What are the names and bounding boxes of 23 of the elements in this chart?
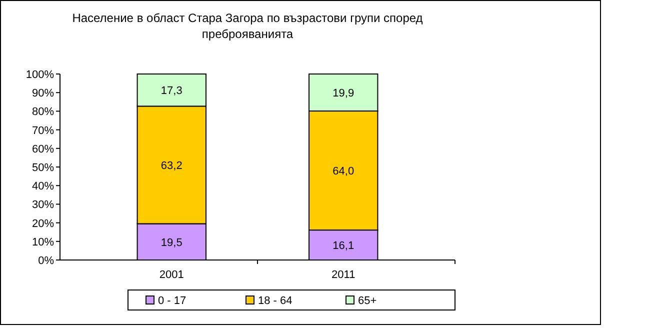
y-tick-label: 10% xyxy=(32,236,54,248)
x-tick-label: 2001 xyxy=(159,269,184,281)
y-tick-label: 30% xyxy=(32,199,54,212)
data-label: 17,3 xyxy=(160,85,182,98)
legend-label: 65+ xyxy=(358,295,377,307)
data-label: 64,0 xyxy=(332,166,354,178)
y-tick-label: 100% xyxy=(26,69,54,81)
y-tick-label: 0% xyxy=(38,255,54,267)
y-tick-label: 90% xyxy=(32,88,54,100)
y-tick-label: 70% xyxy=(32,124,54,137)
y-tick-label: 60% xyxy=(32,143,54,156)
y-tick-label: 20% xyxy=(32,218,54,230)
data-label: 16,1 xyxy=(332,240,354,252)
x-tick-label: 2011 xyxy=(332,269,356,281)
y-tick-label: 40% xyxy=(32,180,54,193)
legend-label: 18 - 64 xyxy=(258,295,292,307)
data-label: 63,2 xyxy=(160,160,182,172)
y-tick-label: 80% xyxy=(32,106,54,118)
y-tick-label: 50% xyxy=(32,162,54,174)
chart-title: Население в област Стара Загора по възрастови групи според преброяванията xyxy=(72,11,423,41)
legend-label: 0 - 17 xyxy=(158,295,186,307)
data-label: 19,5 xyxy=(160,236,182,249)
data-label: 19,9 xyxy=(332,88,354,100)
